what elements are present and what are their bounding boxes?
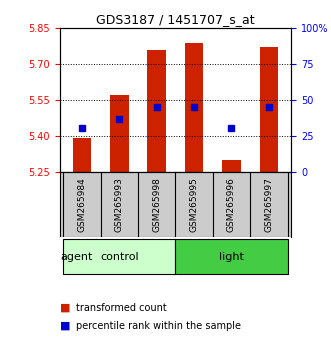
Bar [73,138,91,172]
Text: ■: ■ [60,321,70,331]
Text: GSM265998: GSM265998 [152,177,161,232]
Text: GSM265993: GSM265993 [115,177,124,232]
Text: GSM265995: GSM265995 [190,177,199,232]
Text: ■: ■ [60,303,70,313]
Text: transformed count: transformed count [76,303,167,313]
Bar [185,43,204,172]
Text: control: control [100,252,139,262]
Text: percentile rank within the sample: percentile rank within the sample [76,321,241,331]
Title: GDS3187 / 1451707_s_at: GDS3187 / 1451707_s_at [96,13,255,26]
Text: GSM265984: GSM265984 [77,177,86,232]
Text: agent: agent [60,252,93,262]
FancyBboxPatch shape [63,239,175,274]
Bar [147,50,166,172]
Bar [222,160,241,172]
Bar [260,47,278,172]
Bar [110,95,129,172]
FancyBboxPatch shape [175,239,288,274]
Text: GSM265996: GSM265996 [227,177,236,232]
Text: light: light [219,252,244,262]
Text: GSM265997: GSM265997 [264,177,273,232]
